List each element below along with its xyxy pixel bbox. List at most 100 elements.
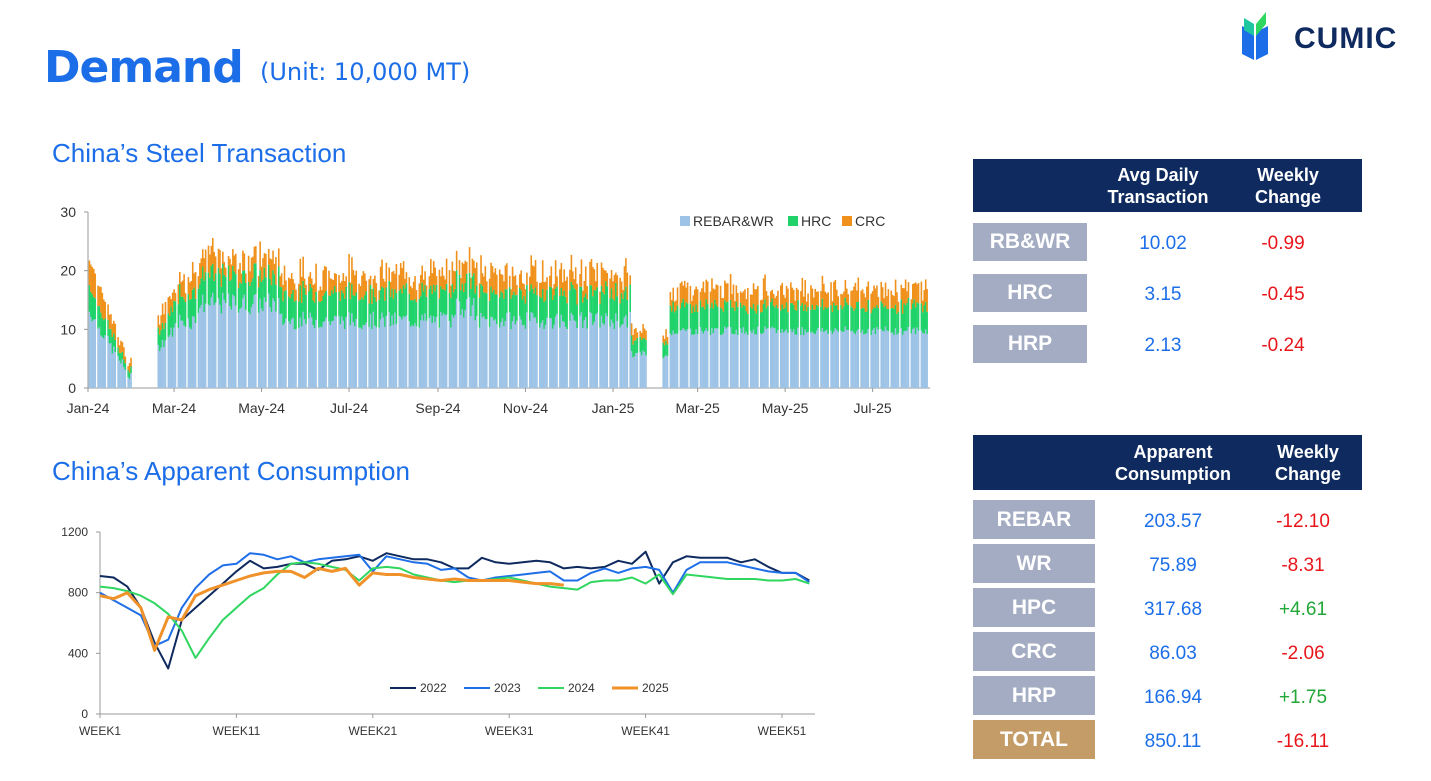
- bar-hrc: [263, 267, 266, 298]
- bar-rebar-wr: [692, 334, 695, 388]
- bar-crc: [217, 248, 220, 268]
- bar-crc: [810, 285, 812, 310]
- bar-crc: [244, 273, 247, 283]
- bar-hrc: [769, 302, 772, 329]
- bar-crc: [275, 257, 277, 285]
- bar-hrc: [199, 284, 201, 308]
- bar-hrc: [249, 285, 251, 315]
- bar-crc: [594, 281, 597, 291]
- bar-hrc: [110, 329, 112, 344]
- bar-crc: [395, 264, 398, 294]
- bar-hrc: [170, 306, 172, 328]
- row-label: HPC: [973, 588, 1095, 627]
- bar-hrc: [358, 300, 360, 328]
- bar-hrc: [883, 307, 885, 332]
- legend-label: 2022: [420, 681, 447, 695]
- bar-rebar-wr: [361, 329, 363, 388]
- bar-hrc: [586, 299, 588, 329]
- bar-crc: [107, 304, 109, 320]
- bar-hrc: [767, 305, 769, 329]
- bar-hrc: [524, 303, 527, 329]
- bar-rebar-wr: [510, 329, 512, 388]
- bar-hrc: [92, 296, 95, 320]
- bar-hrc: [480, 283, 482, 313]
- bar-hrc: [425, 296, 428, 321]
- bar-hrc: [923, 305, 926, 334]
- bar-crc: [361, 275, 363, 298]
- bar-hrc: [441, 289, 444, 316]
- bar-rebar-wr: [500, 322, 502, 388]
- bar-rebar-wr: [544, 324, 547, 388]
- bar-hrc: [461, 283, 464, 310]
- bar-rebar-wr: [419, 320, 422, 388]
- row-label: RB&WR: [973, 223, 1087, 261]
- bar-crc: [835, 289, 838, 305]
- bar-rebar-wr: [725, 328, 728, 388]
- bar-crc: [158, 324, 161, 335]
- bar-hrc: [158, 334, 161, 352]
- bar-rebar-wr: [293, 329, 296, 388]
- x-tick-label: WEEK1: [79, 724, 121, 738]
- bar-rebar-wr: [784, 330, 786, 388]
- bar-hrc: [510, 298, 512, 330]
- bar-rebar-wr: [910, 333, 913, 388]
- bar-rebar-wr: [524, 328, 527, 388]
- bar-crc: [881, 287, 884, 304]
- bar-hrc: [415, 302, 418, 327]
- bar-rebar-wr: [167, 336, 170, 388]
- bar-crc: [602, 267, 604, 292]
- bar-crc: [211, 237, 214, 264]
- bar-hrc: [240, 283, 243, 308]
- row-weekly-change: -12.10: [1276, 511, 1330, 532]
- bar-hrc: [825, 308, 828, 330]
- bar-crc: [398, 274, 401, 291]
- bar-crc: [685, 287, 687, 303]
- bar-hrc: [422, 291, 425, 321]
- bar-rebar-wr: [259, 298, 261, 388]
- bar-rebar-wr: [214, 302, 217, 388]
- bar-rebar-wr: [804, 329, 807, 388]
- bar-rebar-wr: [332, 320, 335, 388]
- row-value: 850.11: [1144, 731, 1202, 752]
- bar-hrc: [787, 312, 789, 333]
- bar-hrc: [292, 289, 294, 318]
- bar-crc: [745, 298, 748, 312]
- bar-crc: [338, 274, 340, 292]
- bar-hrc: [881, 303, 884, 331]
- bar-hrc: [632, 344, 634, 358]
- bar-crc: [503, 281, 505, 299]
- bar-rebar-wr: [883, 331, 885, 388]
- bar-hrc: [846, 302, 848, 331]
- bar-crc: [452, 270, 455, 293]
- bar-hrc: [418, 299, 421, 328]
- bar-hrc: [408, 293, 411, 322]
- bar-crc: [755, 289, 758, 314]
- bar-crc: [257, 275, 260, 288]
- bar-rebar-wr: [239, 309, 241, 388]
- bar-rebar-wr: [847, 329, 850, 388]
- bar-rebar-wr: [623, 317, 626, 388]
- y-tick-label: 10: [60, 321, 76, 337]
- bar-rebar-wr: [440, 312, 442, 388]
- bar-rebar-wr: [721, 334, 723, 388]
- bar-hrc: [315, 291, 317, 320]
- bar-hrc: [867, 299, 870, 329]
- bar-crc: [491, 266, 494, 293]
- bar-rebar-wr: [464, 310, 467, 388]
- bar-crc: [282, 285, 284, 302]
- bar-hrc: [319, 302, 322, 327]
- bar-crc: [679, 283, 682, 309]
- bar-crc: [448, 270, 451, 293]
- bar-crc: [686, 282, 689, 304]
- bar-hrc: [382, 287, 385, 318]
- bar-rebar-wr: [171, 336, 174, 388]
- bar-rebar-wr: [428, 318, 431, 388]
- bar-rebar-wr: [901, 334, 904, 388]
- bar-hrc: [496, 294, 498, 325]
- bar-rebar-wr: [451, 314, 454, 388]
- bar-hrc: [339, 300, 342, 325]
- bar-hrc: [211, 263, 214, 293]
- bar-hrc: [722, 311, 725, 334]
- bar-rebar-wr: [262, 311, 264, 388]
- bar-hrc: [709, 307, 712, 336]
